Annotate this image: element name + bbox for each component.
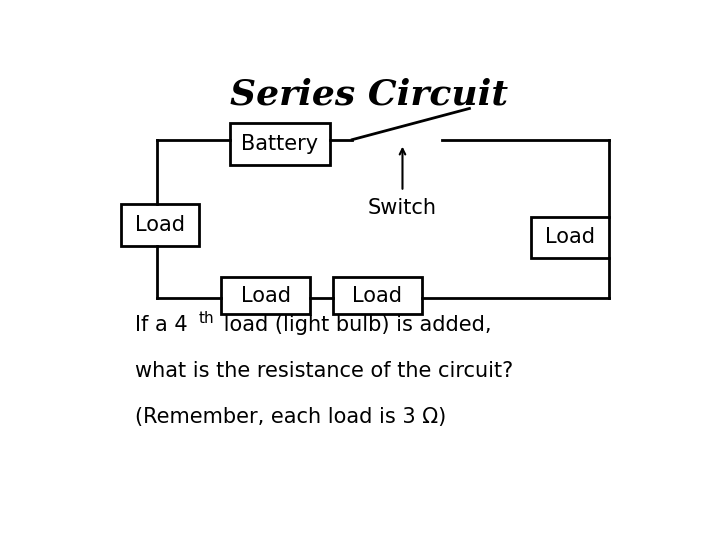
Text: Switch: Switch <box>368 198 437 218</box>
FancyBboxPatch shape <box>121 204 199 246</box>
FancyBboxPatch shape <box>531 217 609 258</box>
Text: Load: Load <box>352 286 402 306</box>
Text: Series Circuit: Series Circuit <box>230 77 508 111</box>
Text: If a 4: If a 4 <box>135 315 187 335</box>
Text: Load: Load <box>545 227 595 247</box>
Text: (Remember, each load is 3 Ω): (Remember, each load is 3 Ω) <box>135 407 446 427</box>
Text: Battery: Battery <box>241 134 318 154</box>
Text: th: th <box>199 311 215 326</box>
FancyBboxPatch shape <box>221 277 310 314</box>
Text: load (light bulb) is added,: load (light bulb) is added, <box>217 315 492 335</box>
Text: what is the resistance of the circuit?: what is the resistance of the circuit? <box>135 361 513 381</box>
FancyBboxPatch shape <box>333 277 422 314</box>
Text: Load: Load <box>240 286 291 306</box>
Text: Load: Load <box>135 215 185 235</box>
FancyBboxPatch shape <box>230 123 330 165</box>
